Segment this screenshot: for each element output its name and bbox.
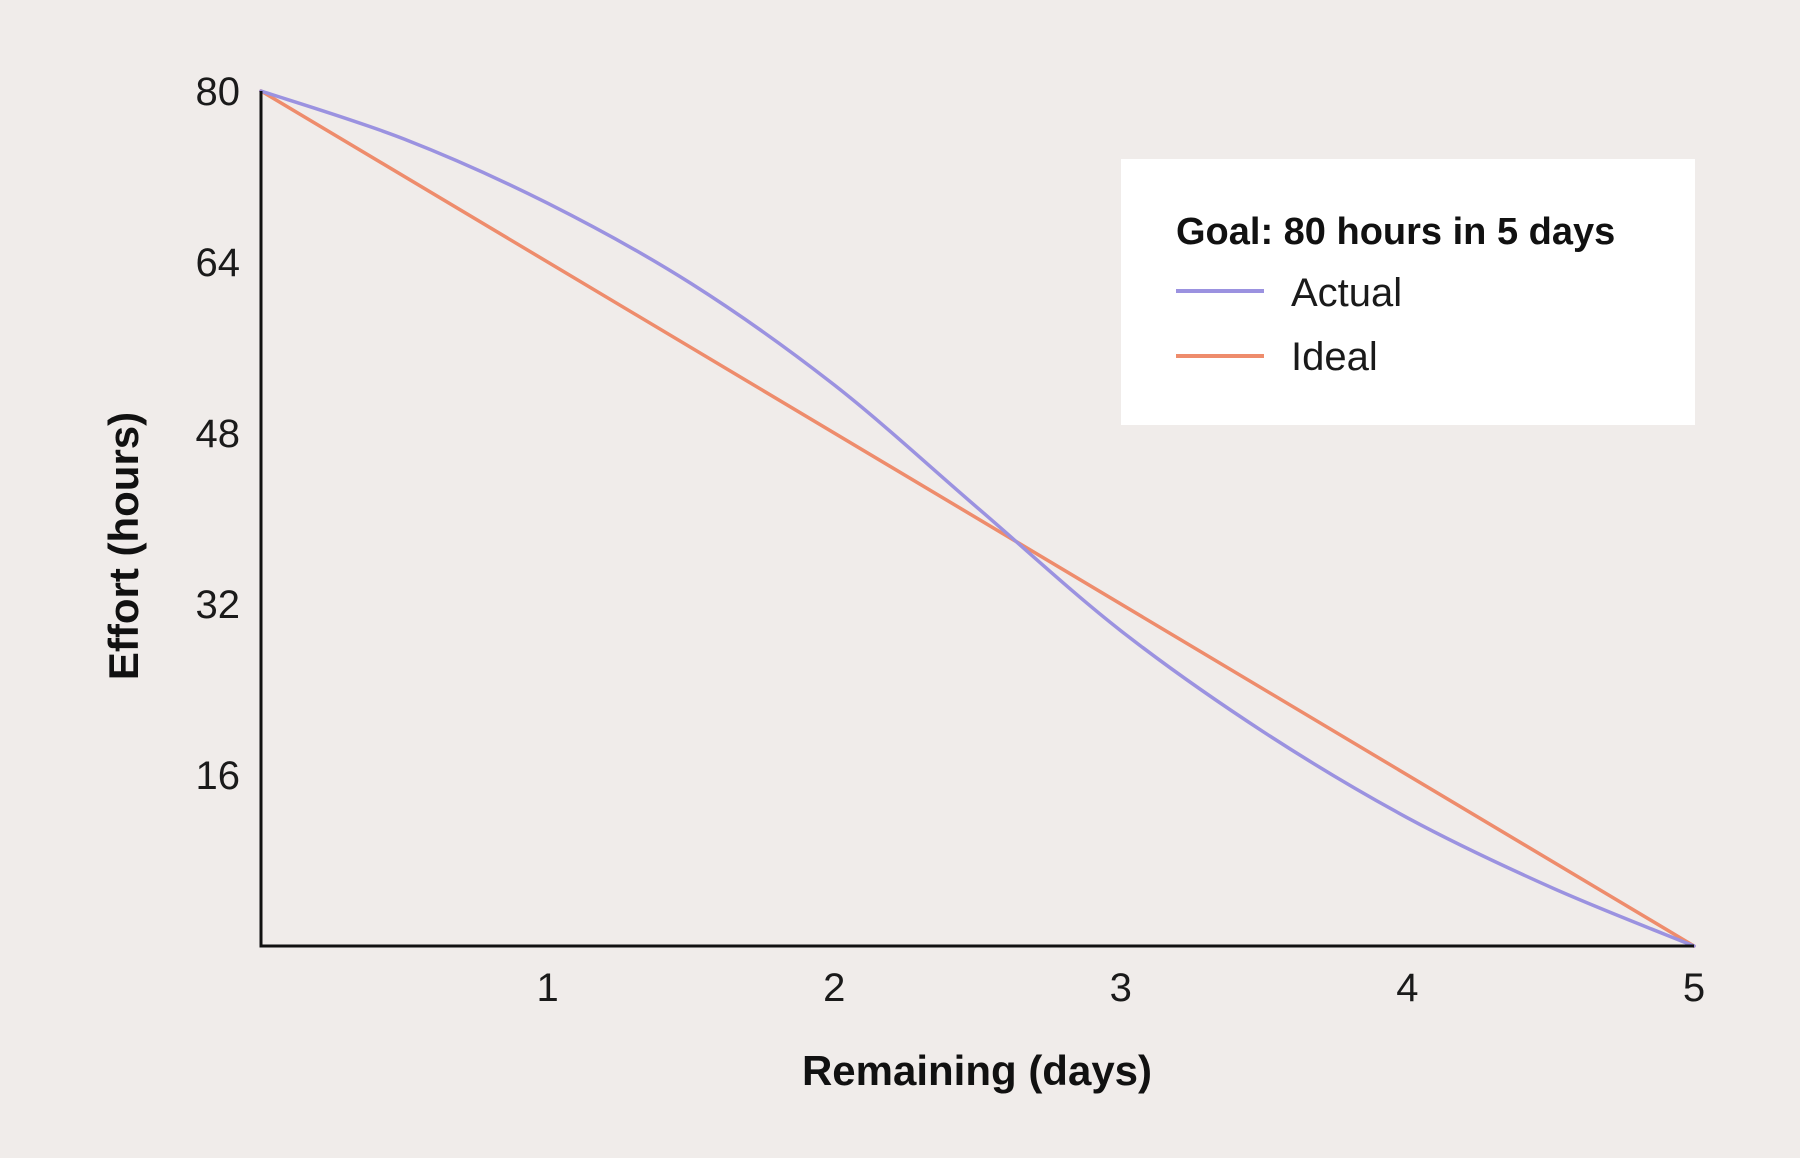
y-tick-label: 16 — [196, 754, 241, 798]
x-axis-title: Remaining (days) — [802, 1047, 1152, 1094]
x-tick-label: 2 — [823, 966, 845, 1010]
series-line-actual — [259, 89, 1696, 948]
x-tick-labels: 1 2 3 4 5 — [536, 966, 1705, 1010]
legend-title: Goal: 80 hours in 5 days — [1176, 211, 1615, 253]
x-tick-label: 4 — [1396, 966, 1418, 1010]
y-tick-label: 80 — [196, 70, 241, 114]
legend-label-ideal: Ideal — [1291, 335, 1378, 379]
y-tick-labels: 16 32 48 64 80 — [196, 70, 241, 798]
x-tick-label: 5 — [1683, 966, 1705, 1010]
plot-area: 16 32 48 64 80 1 2 3 4 5 — [196, 70, 1706, 1010]
x-tick-label: 3 — [1110, 966, 1132, 1010]
legend: Goal: 80 hours in 5 days Actual Ideal — [1121, 159, 1695, 425]
series-layer — [259, 89, 1696, 948]
y-tick-label: 64 — [196, 241, 241, 285]
y-axis-title: Effort (hours) — [100, 412, 147, 680]
y-tick-label: 32 — [196, 583, 241, 627]
series-line-ideal — [259, 89, 1696, 948]
x-tick-label: 1 — [536, 966, 558, 1010]
legend-label-actual: Actual — [1291, 271, 1402, 315]
y-tick-label: 48 — [196, 412, 241, 456]
